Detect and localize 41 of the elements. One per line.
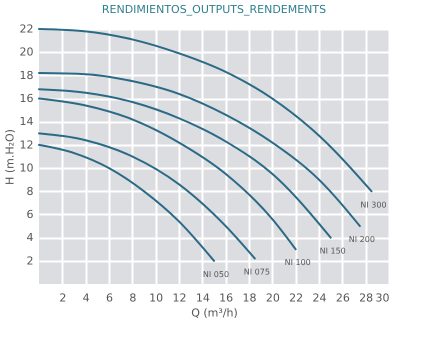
line-series — [38, 28, 372, 192]
series-label: NI 075 — [244, 268, 270, 276]
y-tick-label: 16 — [20, 92, 34, 106]
line-series — [38, 98, 297, 250]
x-tick-label: 26 — [336, 292, 350, 304]
x-axis-title: Q (m³/h) — [191, 306, 238, 320]
x-tick-label: 10 — [149, 292, 164, 304]
y-tick-label: 10 — [20, 162, 34, 175]
x-tick-label: 24 — [312, 292, 326, 304]
x-tick-label: 20 — [266, 292, 280, 304]
y-tick-label: 22 — [20, 22, 34, 36]
x-tick-label: 16 — [219, 292, 234, 304]
x-tick-label: 12 — [172, 292, 186, 304]
x-tick-label: 18 — [242, 292, 256, 304]
x-tick-label: 8 — [129, 292, 136, 304]
chart-title: RENDIMIENTOS_OUTPUTS_RENDEMENTS — [102, 3, 326, 16]
y-tick-label: 8 — [26, 184, 34, 198]
series-label: NI 300 — [360, 200, 387, 210]
line-series — [38, 132, 256, 260]
line-series — [38, 72, 361, 228]
x-tick-label: 14 — [196, 292, 210, 304]
series-label: NI 100 — [284, 258, 311, 268]
y-tick-label: 12 — [20, 138, 34, 152]
y-tick-label: 20 — [20, 46, 34, 59]
x-tick-label: 22 — [289, 292, 304, 304]
y-axis-title: H (m.H₂O) — [4, 129, 17, 185]
y-tick-label: 14 — [20, 115, 34, 128]
y-tick-label: 18 — [20, 68, 34, 82]
line-series — [38, 88, 332, 239]
y-tick-label: 4 — [26, 231, 34, 244]
x-tick-label: 30 — [376, 292, 390, 304]
series-label: NI 200 — [348, 235, 375, 244]
x-tick-label: 2 — [59, 292, 66, 304]
x-tick-label: 4 — [82, 292, 90, 304]
series-label: NI 150 — [320, 246, 346, 256]
y-tick-label: 6 — [26, 208, 34, 221]
x-tick-label: 28 — [359, 292, 374, 304]
x-tick-label: 6 — [106, 292, 113, 304]
y-tick-label: 2 — [26, 254, 34, 268]
line-series — [38, 144, 215, 262]
series-label: NI 050 — [202, 270, 230, 279]
